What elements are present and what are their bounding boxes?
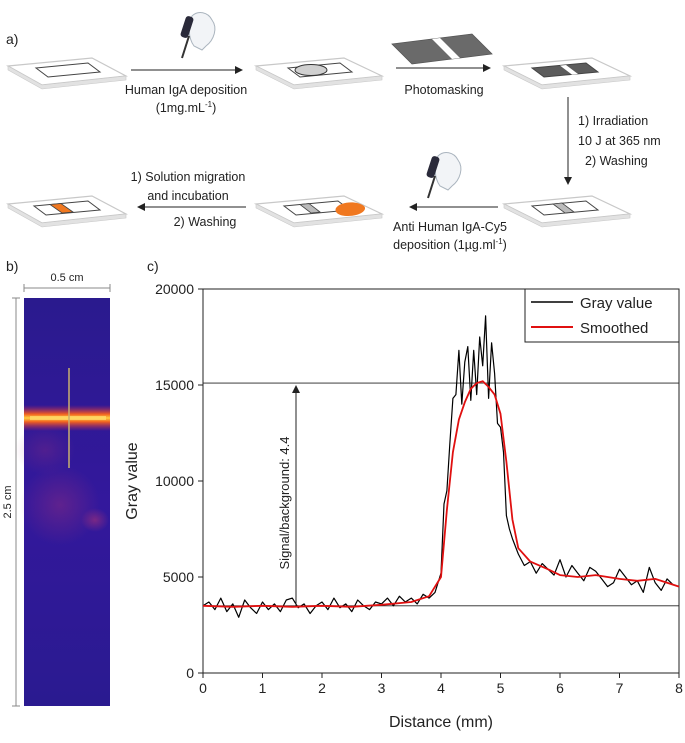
gray-value-chart: 0 5000 10000 15000 20000 0 1 2 3 4 5 6 7 8 Distance … (124, 281, 683, 731)
y-tick-label: 20000 (155, 281, 194, 297)
x-tick-label: 5 (497, 680, 505, 696)
x-tick-label: 4 (437, 680, 445, 696)
x-tick-label: 6 (556, 680, 564, 696)
panel-c-label: c) (147, 258, 159, 274)
y-axis-label: Gray value (124, 442, 141, 519)
slide-result (6, 195, 129, 228)
slide-blank (6, 57, 129, 90)
panel-b-label: b) (6, 258, 18, 274)
slide-iga-deposited (253, 57, 385, 90)
step3-line3: 2) Washing (585, 154, 648, 168)
slide-capture-line (501, 195, 633, 228)
legend-label-gray: Gray value (580, 295, 653, 312)
fluorescence-image (15, 298, 110, 706)
step5-line3: 2) Washing (174, 215, 237, 229)
y-tick-label: 5000 (163, 569, 194, 585)
pipette-icon (180, 12, 216, 59)
height-label: 2.5 cm (2, 485, 14, 518)
y-tick-label: 0 (186, 665, 194, 681)
y-tick-label: 10000 (155, 473, 194, 489)
x-tick-label: 0 (199, 680, 207, 696)
step5-line1: 1) Solution migration (131, 170, 246, 184)
x-tick-label: 1 (259, 680, 267, 696)
series-line-smoothed (202, 380, 680, 608)
slide-cy5-deposited (253, 195, 385, 228)
step5-line2: and incubation (147, 189, 228, 203)
slide-masked (501, 57, 633, 90)
photomask (391, 33, 493, 65)
step3-line1: 1) Irradiation (578, 114, 648, 128)
x-tick-label: 8 (675, 680, 683, 696)
step2-label: Photomasking (404, 83, 483, 97)
step1-line1: Human IgA deposition (125, 83, 247, 97)
x-tick-label: 2 (318, 680, 326, 696)
step3-line2: 10 J at 365 nm (578, 134, 661, 148)
x-tick-label: 3 (378, 680, 386, 696)
step1-line2: (1mg.mL-1) (156, 100, 217, 115)
legend-label-smoothed: Smoothed (580, 320, 648, 337)
plot-frame (202, 288, 680, 674)
width-label: 0.5 cm (50, 272, 83, 284)
signal-background-annotation: Signal/background: 4.4 (277, 437, 292, 570)
step4-line2: deposition (1µg.ml-1) (393, 237, 507, 252)
x-axis-label: Distance (mm) (389, 714, 493, 731)
step4-line1: Anti Human IgA-Cy5 (393, 220, 507, 234)
legend: Gray value Smoothed (524, 288, 680, 343)
x-tick-label: 7 (616, 680, 624, 696)
y-tick-label: 15000 (155, 377, 194, 393)
pipette-icon (426, 152, 462, 199)
series-line-gray-value (202, 315, 680, 618)
panel-a-label: a) (6, 31, 18, 47)
